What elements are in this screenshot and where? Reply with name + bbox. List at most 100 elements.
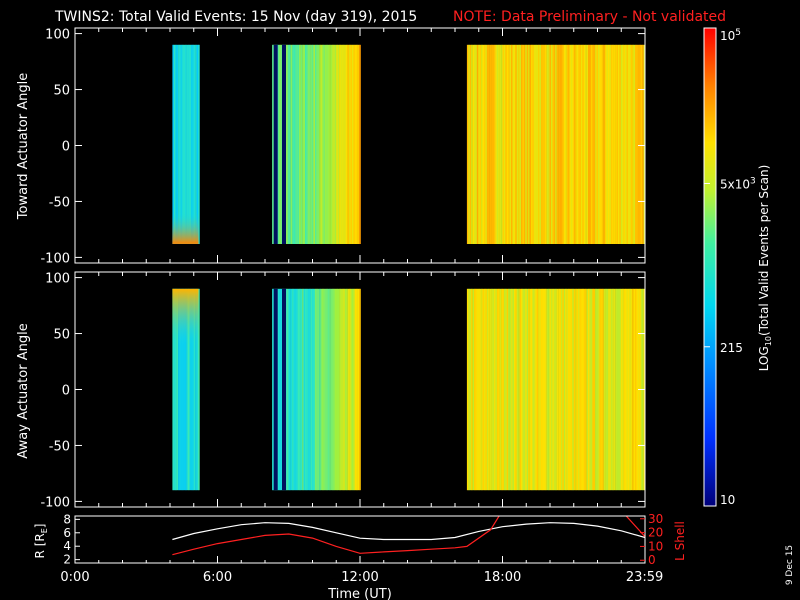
heatmap-column — [531, 44, 533, 244]
heatmap-column — [578, 288, 580, 491]
heatmap-column — [521, 44, 523, 244]
heatmap-column — [518, 288, 520, 491]
heatmap-column — [173, 44, 176, 244]
toward-ylabel: Toward Actuator Angle — [16, 73, 31, 220]
heatmap-column — [565, 288, 567, 491]
heatmap-column — [637, 44, 640, 244]
heatmap-column — [513, 44, 516, 244]
heatmap-column — [327, 44, 330, 244]
heatmap-column — [296, 288, 299, 491]
heatmap-edge — [172, 212, 199, 244]
heatmap-column — [585, 44, 587, 244]
heatmap-column — [306, 44, 308, 244]
heatmap-column — [332, 44, 334, 244]
heatmap-column — [320, 44, 323, 244]
l-shell-axis-label: L Shell — [673, 521, 687, 561]
heatmap-column — [588, 288, 590, 491]
heatmap-column — [598, 44, 600, 244]
l-shell-tick-label: 0 — [648, 553, 656, 567]
away-panel: 100 50 0 -50 -100 Away Actuator Angle — [16, 271, 646, 510]
colorbar-label: LOG10(Total Valid Events per Scan) — [757, 165, 773, 372]
heatmap-column — [485, 288, 488, 491]
away-heatmap — [75, 272, 646, 507]
heatmap-column — [623, 44, 626, 244]
heatmap-column — [469, 44, 472, 244]
heatmap-column — [607, 288, 610, 491]
colorbar-tick-label: 215 — [720, 341, 743, 355]
heatmap-column — [535, 44, 537, 244]
heatmap-column — [334, 288, 337, 491]
heatmap-column — [629, 288, 631, 491]
heatmap-column — [359, 44, 361, 244]
heatmap-column — [329, 44, 331, 244]
heatmap-column — [499, 288, 502, 491]
heatmap-column — [612, 44, 614, 244]
heatmap-column — [523, 288, 526, 491]
heatmap-column — [280, 288, 283, 491]
y-tick-label: 50 — [53, 328, 70, 343]
heatmap-column — [354, 44, 357, 244]
heatmap-column — [495, 44, 498, 244]
l-shell-tick-label: 20 — [648, 526, 663, 540]
l-shell-tick-label: 10 — [648, 539, 663, 553]
toward-y-axis: 100 50 0 -50 -100 — [40, 28, 645, 266]
heatmap-column — [550, 44, 553, 244]
heatmap-column — [525, 288, 527, 491]
heatmap-column — [289, 288, 291, 491]
heatmap-column — [175, 44, 177, 244]
heatmap-column — [506, 44, 509, 244]
heatmap-column — [320, 288, 323, 491]
heatmap-column — [573, 44, 576, 244]
heatmap-column — [512, 288, 515, 491]
heatmap-column — [188, 44, 190, 244]
heatmap-column — [578, 44, 580, 244]
heatmap-column — [192, 288, 194, 491]
heatmap-column — [539, 44, 542, 244]
heatmap-column — [610, 288, 613, 491]
heatmap-column — [505, 288, 507, 491]
heatmap-column — [180, 44, 183, 244]
heatmap-column — [522, 44, 525, 244]
heatmap-column — [471, 288, 473, 491]
heatmap-column — [475, 288, 478, 491]
heatmap-column — [545, 44, 547, 244]
heatmap-column — [482, 44, 485, 244]
heatmap-column — [185, 44, 187, 244]
colorbar-tick-label: 105 — [720, 28, 741, 43]
heatmap-column — [580, 288, 583, 491]
heatmap-column — [279, 288, 281, 491]
heatmap-column — [519, 288, 522, 491]
heatmap-column — [613, 44, 616, 244]
heatmap-column — [519, 44, 522, 244]
heatmap-column — [627, 44, 630, 244]
heatmap-column — [329, 288, 331, 491]
heatmap-column — [610, 44, 613, 244]
heatmap-column — [580, 44, 583, 244]
heatmap-column — [466, 44, 469, 244]
heatmap-column — [602, 44, 604, 244]
heatmap-column — [521, 288, 523, 491]
heatmap-column — [279, 44, 281, 244]
heatmap-column — [183, 44, 186, 244]
heatmap-column — [481, 288, 483, 491]
heatmap-column — [332, 288, 334, 491]
y-tick-label: 50 — [53, 84, 70, 99]
heatmap-column — [287, 44, 290, 244]
heatmap-column — [615, 44, 617, 244]
l-shell-tick-label: 30 — [648, 512, 663, 526]
heatmap-column — [583, 288, 586, 491]
heatmap-column — [575, 288, 577, 491]
heatmap-column — [479, 288, 482, 491]
heatmap-column — [556, 288, 559, 491]
heatmap-column — [617, 44, 620, 244]
heatmap-column — [560, 44, 563, 244]
heatmap-column — [304, 44, 307, 244]
heatmap-column — [565, 44, 567, 244]
heatmap-column — [289, 44, 291, 244]
heatmap-column — [172, 288, 175, 491]
data-gap-stripe — [282, 44, 286, 244]
heatmap-column — [568, 288, 570, 491]
heatmap-column — [310, 288, 313, 491]
